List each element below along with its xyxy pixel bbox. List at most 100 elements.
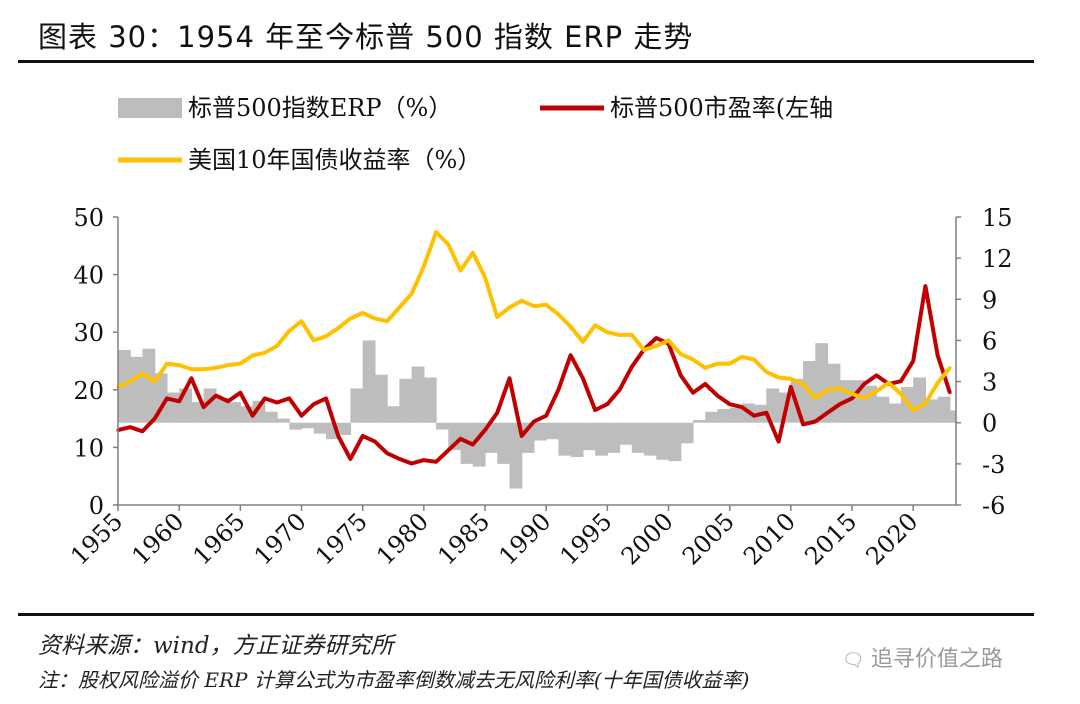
- treasury-yield-point: [716, 362, 719, 365]
- treasury-yield-point: [520, 299, 523, 302]
- pe-ratio-point: [202, 405, 205, 408]
- watermark-text: 追寻价值之路: [871, 647, 1003, 672]
- pe-ratio-point: [863, 382, 866, 385]
- erp-area-bar: [669, 423, 682, 461]
- treasury-yield-point: [594, 324, 597, 327]
- treasury-yield-point: [753, 358, 756, 361]
- treasury-yield-point: [373, 317, 376, 320]
- pe-ratio-point: [275, 401, 278, 404]
- treasury-yield-point: [679, 353, 682, 356]
- treasury-yield-point: [875, 390, 878, 393]
- treasury-yield-point: [471, 251, 474, 254]
- erp-area-bar: [595, 423, 608, 456]
- treasury-yield-point: [545, 303, 548, 306]
- pe-ratio-point: [239, 391, 242, 394]
- treasury-yield-point: [863, 396, 866, 399]
- treasury-yield-point: [398, 306, 401, 309]
- treasury-yield-point: [728, 362, 731, 365]
- x-tick-label: 2015: [799, 507, 862, 570]
- legend-label: 美国10年国债收益率（%）: [188, 146, 481, 174]
- legend: 标普500指数ERP（%） 标普500市盈率(左轴美国10年国债收益率（%）: [118, 94, 833, 174]
- erp-area-bar: [142, 349, 155, 423]
- right-tick-label: 9: [982, 286, 997, 314]
- erp-area-bar: [375, 375, 388, 423]
- treasury-yield-point: [899, 392, 902, 395]
- pe-ratio-point: [532, 420, 535, 423]
- pe-ratio-point: [447, 449, 450, 452]
- pe-ratio-point: [594, 408, 597, 411]
- treasury-yield-point: [557, 313, 560, 316]
- pe-ratio-point: [496, 411, 499, 414]
- erp-area-bar: [913, 377, 926, 422]
- pe-ratio-point: [361, 434, 364, 437]
- erp-area-bar: [497, 423, 510, 464]
- erp-area-bar: [815, 343, 828, 423]
- x-tick-label: 2005: [677, 507, 740, 570]
- pe-ratio-point: [520, 434, 523, 437]
- pe-ratio-point: [263, 397, 266, 400]
- treasury-yield-point: [948, 366, 951, 369]
- x-tick-label: 1970: [249, 507, 312, 570]
- pe-ratio-point: [704, 382, 707, 385]
- x-tick-label: 1985: [432, 507, 495, 570]
- treasury-yield-point: [887, 381, 890, 384]
- pe-ratio-point: [373, 440, 376, 443]
- pe-ratio-point: [227, 400, 230, 403]
- treasury-yield-point: [838, 387, 841, 390]
- right-tick-label: 15: [982, 204, 1013, 232]
- pe-ratio-point: [740, 405, 743, 408]
- wechat-bubble-icon: 🗨: [842, 650, 865, 671]
- formula-note: 注：股权风险溢价 ERP 计算公式为市盈率倒数减去无风险利率(十年国债收益率): [38, 664, 749, 693]
- erp-area-bar: [350, 388, 363, 422]
- pe-ratio-point: [912, 359, 915, 362]
- pe-ratio-point: [178, 400, 181, 403]
- left-tick-label: 50: [73, 204, 104, 232]
- left-tick-label: 20: [73, 377, 104, 405]
- treasury-yield-point: [434, 230, 437, 233]
- right-tick-label: -6: [982, 492, 1005, 520]
- pe-ratio-point: [679, 374, 682, 377]
- pe-ratio-point: [337, 434, 340, 437]
- plot-area: [116, 230, 956, 488]
- erp-area-bar: [828, 364, 841, 423]
- erp-area-bar: [571, 423, 584, 457]
- pe-ratio-point: [655, 336, 658, 339]
- treasury-yield-point: [814, 396, 817, 399]
- treasury-yield-point: [912, 409, 915, 412]
- treasury-yield-point: [312, 339, 315, 342]
- erp-area-bar: [387, 406, 400, 422]
- pe-ratio-point: [508, 377, 511, 380]
- pe-ratio-point: [789, 385, 792, 388]
- treasury-yield-point: [630, 333, 633, 336]
- treasury-yield-point: [924, 402, 927, 405]
- pe-ratio-point: [141, 430, 144, 433]
- pe-ratio-point: [924, 285, 927, 288]
- pe-ratio-point: [569, 354, 572, 357]
- pe-ratio-point: [349, 457, 352, 460]
- pe-ratio-point: [618, 388, 621, 391]
- pe-ratio-point: [716, 394, 719, 397]
- pe-ratio-point: [422, 458, 425, 461]
- right-tick-label: 12: [982, 245, 1013, 273]
- treasury-yield-point: [202, 368, 205, 371]
- treasury-yield-point: [251, 354, 254, 357]
- erp-area-bar: [265, 412, 278, 423]
- pe-ratio-point: [129, 426, 132, 429]
- erp-area-bar: [693, 420, 706, 423]
- erp-area-bar: [656, 423, 669, 460]
- source-note: 资料来源：wind，方正证券研究所: [38, 626, 394, 660]
- erp-area-bar: [681, 423, 694, 444]
- pe-ratio-point: [948, 391, 951, 394]
- treasury-yield-point: [337, 326, 340, 329]
- pe-ratio-point: [581, 377, 584, 380]
- erp-area-bar: [314, 423, 327, 434]
- pe-ratio-point: [850, 397, 853, 400]
- treasury-yield-point: [740, 355, 743, 358]
- treasury-yield-point: [447, 243, 450, 246]
- pe-ratio-point: [801, 423, 804, 426]
- treasury-yield-point: [239, 362, 242, 365]
- pe-ratio-point: [471, 443, 474, 446]
- treasury-yield-point: [691, 358, 694, 361]
- erp-area-bar: [583, 423, 596, 450]
- erp-area-bar: [130, 357, 143, 423]
